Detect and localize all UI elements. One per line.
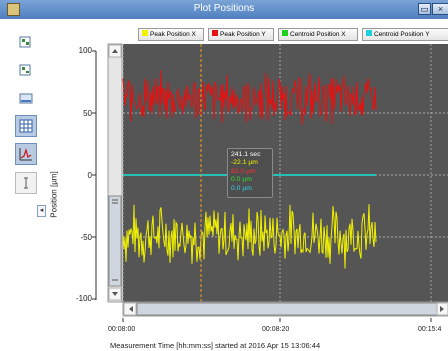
- legend-swatch: [142, 30, 148, 37]
- value-tooltip: 241.1 sec -22.1 µm 82.0 µm 0.0 µm 0.0 µm: [227, 148, 273, 198]
- tooltip-peak-x: -22.1 µm: [231, 159, 258, 167]
- export-image-icon: [19, 36, 31, 48]
- x-tick-label: 00:15:4: [418, 326, 442, 333]
- x-tick-label: 00:08:20: [262, 326, 290, 333]
- x-axis-label: Measurement Time [hh:mm:ss] started at 2…: [110, 341, 321, 350]
- y-tick-label: 50: [83, 109, 92, 118]
- horizontal-scroll-thumb[interactable]: [136, 302, 438, 316]
- series-line-peak-position-y: [122, 69, 377, 126]
- plot-gridlines: [122, 44, 448, 302]
- legend-item-centroid-x[interactable]: Centroid Position X: [278, 28, 358, 41]
- collapse-panel-button[interactable]: ◂: [37, 205, 46, 217]
- y-tick-label: 0: [87, 171, 92, 180]
- legend-item-centroid-y[interactable]: Centroid Position Y: [362, 28, 448, 41]
- tooltip-centroid-y: 0.0 µm: [231, 184, 252, 192]
- grid-icon: [19, 119, 33, 133]
- y-tick-label: 100: [78, 46, 92, 55]
- chart-toggle-button[interactable]: [15, 143, 37, 165]
- scroll-left-arrow-icon: [129, 306, 133, 312]
- legend-item-peak-x[interactable]: Peak Position X: [138, 28, 204, 41]
- vertical-scroll-thumb[interactable]: [108, 195, 122, 287]
- tooltip-time: 241.1 sec: [231, 151, 261, 158]
- text-cursor-icon: [24, 177, 28, 189]
- scroll-up-arrow-icon: [112, 49, 118, 53]
- legend-label: Peak Position Y: [220, 31, 266, 38]
- scroll-down-arrow-icon: [112, 292, 118, 296]
- series-line-peak-position-x: [122, 204, 377, 269]
- restore-button[interactable]: ▭: [418, 3, 431, 15]
- grid-toggle-button[interactable]: [15, 115, 37, 137]
- copy-image-icon: [19, 64, 31, 76]
- scroll-right-arrow-icon: [440, 306, 444, 312]
- side-toolbar: ◂: [0, 19, 46, 351]
- scroll-grip-icon: [112, 199, 118, 281]
- legend-label: Peak Position X: [150, 31, 196, 38]
- display-settings-button[interactable]: [15, 87, 37, 109]
- close-button[interactable]: ×: [432, 3, 448, 15]
- window-title: Plot Positions: [193, 3, 255, 14]
- y-tick-label: -50: [80, 233, 92, 242]
- copy-image-button[interactable]: [15, 59, 37, 81]
- legend-label: Centroid Position X: [290, 31, 346, 38]
- legend-label: Centroid Position Y: [374, 31, 430, 38]
- tooltip-peak-y: 82.0 µm: [231, 167, 256, 175]
- legend-swatch: [282, 30, 288, 37]
- export-image-button[interactable]: [15, 31, 37, 53]
- legend-item-peak-y[interactable]: Peak Position Y: [208, 28, 274, 41]
- display-settings-icon: [19, 93, 33, 104]
- line-chart-icon: [19, 147, 32, 161]
- window-titlebar: Plot Positions ▭ ×: [0, 0, 448, 19]
- legend-swatch: [366, 30, 372, 37]
- plot-background: [123, 44, 448, 302]
- x-tick-label: 00:08:00: [108, 326, 136, 333]
- y-axis-line: [92, 50, 97, 300]
- cursor-tool-button[interactable]: [15, 172, 37, 194]
- app-icon: [7, 3, 20, 16]
- x-axis-ticks: [122, 318, 432, 322]
- legend-swatch: [212, 30, 218, 37]
- tooltip-centroid-x: 0.0 µm: [231, 176, 252, 184]
- y-tick-label: -100: [75, 294, 92, 303]
